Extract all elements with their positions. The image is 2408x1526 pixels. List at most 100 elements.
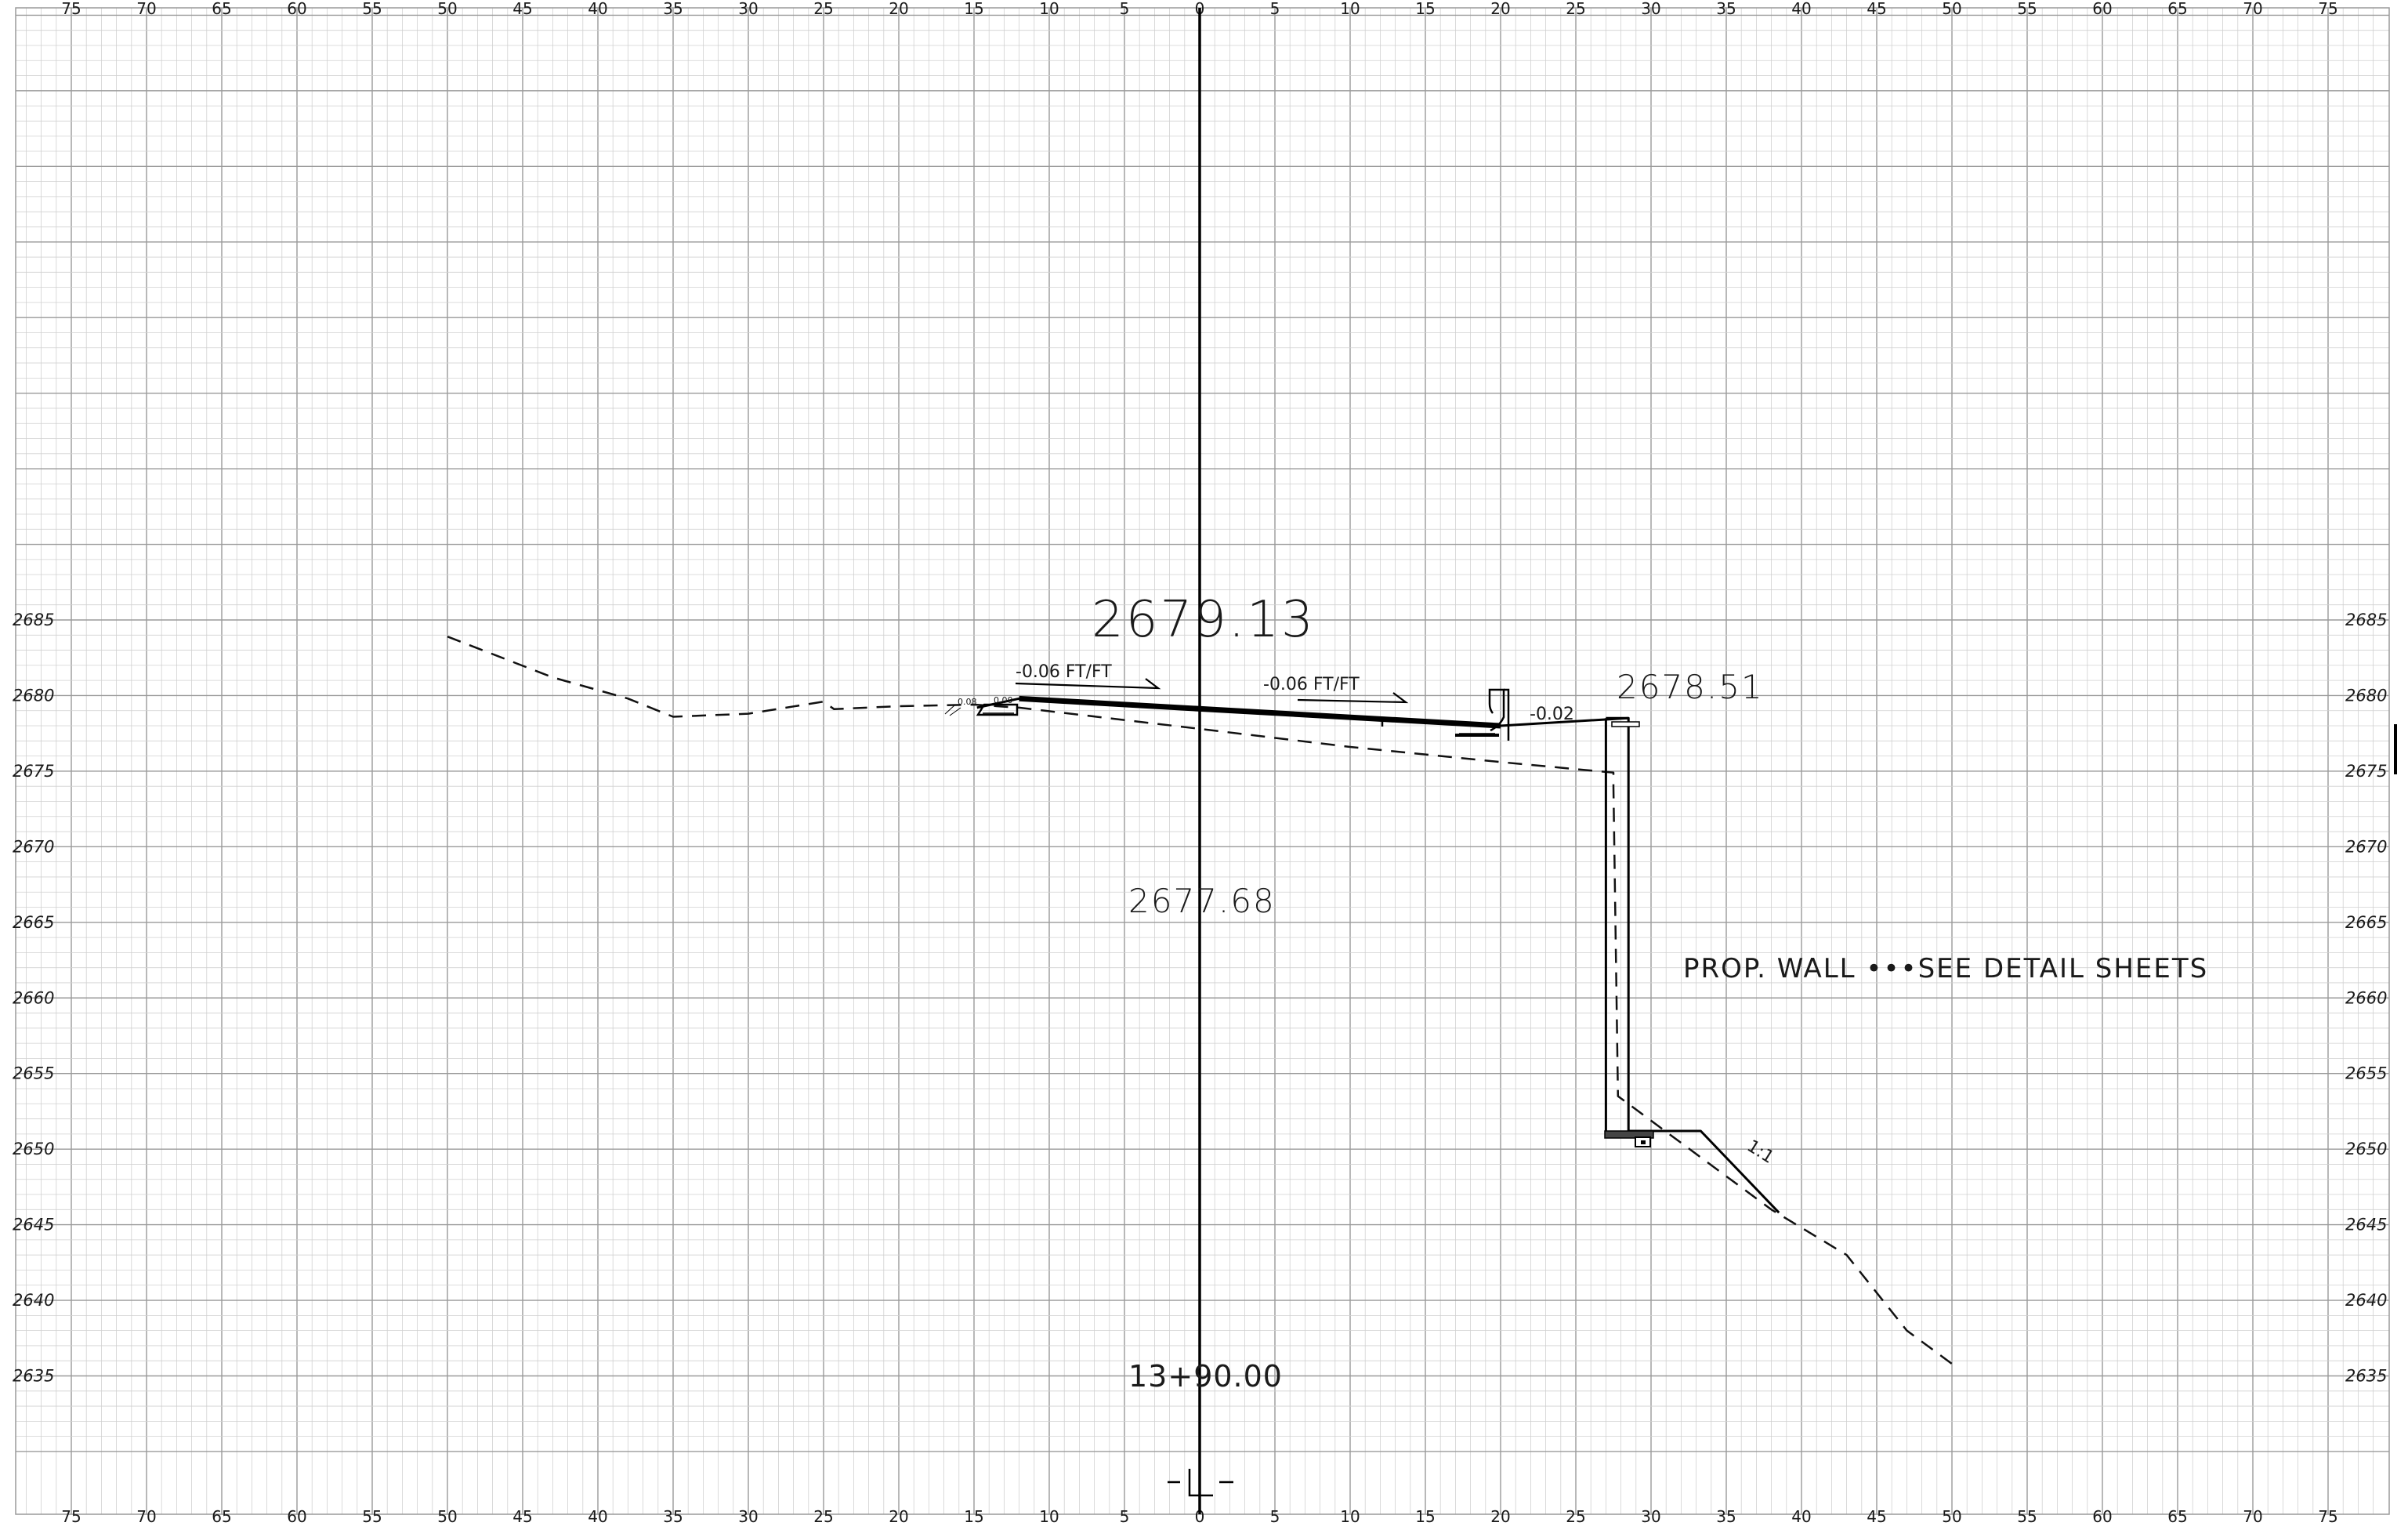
- offset-tick-label-bottom: 50: [437, 1507, 457, 1526]
- offset-tick-label-bottom: 5: [1120, 1507, 1130, 1526]
- grid-frame: [15, 7, 2390, 1515]
- elevation-tick-label-right: 2675: [2345, 762, 2387, 781]
- offset-tick-label-top: 35: [1716, 0, 1736, 18]
- station-label: 13+90.00: [1128, 1359, 1283, 1394]
- offset-tick-label-top: 50: [1942, 0, 1961, 18]
- elevation-tick-label-right: 2680: [2345, 686, 2387, 705]
- slope-left-label: -0.06 FT/FT: [1016, 662, 1112, 682]
- offset-tick-label-bottom: 5: [1270, 1507, 1280, 1526]
- offset-tick-label-top: 25: [1566, 0, 1585, 18]
- offset-tick-label-top: 75: [2318, 0, 2337, 18]
- elevation-tick-label-left: 2645: [13, 1216, 54, 1234]
- profiles: [447, 636, 1953, 1365]
- slope-arrows: [1015, 678, 1409, 704]
- offset-tick-label-top: 35: [663, 0, 683, 18]
- wall-detail: [1604, 721, 1654, 1147]
- offset-tick-label-top: 55: [362, 0, 382, 18]
- right-elevation-label: 2678.51: [1617, 668, 1764, 706]
- offset-tick-label-top: 65: [212, 0, 231, 18]
- offset-tick-label-bottom: 60: [2092, 1507, 2112, 1526]
- offset-tick-label-top: 50: [437, 0, 457, 18]
- elevation-tick-label-left: 2640: [13, 1291, 54, 1310]
- offset-tick-label-top: 10: [1340, 0, 1360, 18]
- slope-shoulder-label: -0.02: [1530, 705, 1574, 724]
- elevation-tick-label-right: 2645: [2345, 1216, 2387, 1234]
- offset-tick-label-bottom: 75: [2318, 1507, 2337, 1526]
- wall-cap: [1611, 721, 1640, 727]
- offset-tick-label-top: 70: [136, 0, 156, 18]
- offset-tick-label-bottom: 40: [588, 1507, 607, 1526]
- pavement-surface: [1019, 695, 1501, 729]
- offset-tick-label-bottom: 35: [663, 1507, 683, 1526]
- offset-tick-label-bottom: 25: [813, 1507, 833, 1526]
- elevation-tick-label-right: 2635: [2345, 1367, 2387, 1386]
- offset-tick-label-bottom: 55: [362, 1507, 382, 1526]
- elevation-tick-label-right: 2670: [2345, 837, 2387, 856]
- existing-elevation-label: 2677.68: [1128, 882, 1276, 920]
- offset-tick-label-bottom: 55: [2017, 1507, 2037, 1526]
- offset-tick-label-top: 30: [1641, 0, 1660, 18]
- offset-tick-label-top: 65: [2167, 0, 2187, 18]
- offset-tick-label-bottom: 65: [212, 1507, 231, 1526]
- elevation-tick-label-left: 2685: [13, 611, 54, 629]
- elevation-tick-label-left: 2670: [13, 837, 54, 856]
- offset-tick-label-top: 70: [2243, 0, 2262, 18]
- offset-tick-label-top: 10: [1039, 0, 1059, 18]
- offset-tick-label-top: 5: [1270, 0, 1280, 18]
- existing-ground-profile: [447, 636, 1953, 1365]
- elevation-tick-label-right: 2685: [2345, 611, 2387, 629]
- top-elevation-label: 2679.13: [1092, 591, 1316, 649]
- offset-tick-label-top: 20: [1490, 0, 1510, 18]
- offset-tick-label-top: 45: [512, 0, 532, 18]
- wall-footing: [1604, 1130, 1654, 1139]
- curb-left: [944, 703, 1019, 716]
- slope-right-label: -0.06 FT/FT: [1263, 675, 1360, 694]
- offset-tick-label-bottom: 65: [2167, 1507, 2187, 1526]
- offset-tick-label-bottom: 15: [964, 1507, 983, 1526]
- tick-labels: 7575707065656060555550504545404035353030…: [13, 0, 2387, 1526]
- offset-tick-label-top: 55: [2017, 0, 2037, 18]
- guardrail-right: [1381, 688, 1510, 741]
- offset-tick-label-top: 45: [1867, 0, 1886, 18]
- offset-tick-label-bottom: 50: [1942, 1507, 1961, 1526]
- offset-tick-label-top: 60: [2092, 0, 2112, 18]
- elevation-tick-label-right: 2660: [2345, 988, 2387, 1007]
- offset-tick-label-bottom: 35: [1716, 1507, 1736, 1526]
- engineering-grid: [15, 7, 2390, 1515]
- offset-tick-label-bottom: 25: [1566, 1507, 1585, 1526]
- offset-tick-label-top: 15: [1415, 0, 1435, 18]
- offset-tick-label-bottom: 10: [1340, 1507, 1360, 1526]
- elevation-tick-label-left: 2635: [13, 1367, 54, 1386]
- offset-tick-label-bottom: 0: [1195, 1507, 1205, 1526]
- offset-tick-label-top: 75: [61, 0, 81, 18]
- offset-tick-label-top: 40: [1791, 0, 1811, 18]
- elevation-tick-label-right: 2650: [2345, 1140, 2387, 1158]
- elevation-tick-label-left: 2675: [13, 762, 54, 781]
- offset-tick-label-bottom: 40: [1791, 1507, 1811, 1526]
- elevation-tick-label-right: 2665: [2345, 913, 2387, 932]
- offset-tick-label-bottom: 20: [889, 1507, 908, 1526]
- wall-note: PROP. WALL •••SEE DETAIL SHEETS: [1683, 953, 2208, 984]
- elevation-tick-label-right: 2640: [2345, 1291, 2387, 1310]
- offset-tick-label-bottom: 30: [738, 1507, 758, 1526]
- elevation-tick-label-left: 2680: [13, 686, 54, 705]
- offset-tick-label-top: 60: [287, 0, 306, 18]
- offset-tick-label-top: 30: [738, 0, 758, 18]
- offset-tick-label-top: 15: [964, 0, 983, 18]
- small-slope-a-label: 0.08: [958, 697, 977, 707]
- elevation-tick-label-left: 2655: [13, 1064, 54, 1083]
- offset-tick-label-bottom: 45: [512, 1507, 532, 1526]
- offset-tick-label-bottom: 70: [2243, 1507, 2262, 1526]
- offset-tick-label-bottom: 60: [287, 1507, 306, 1526]
- offset-tick-label-bottom: 20: [1490, 1507, 1510, 1526]
- wall-drain: [1641, 1140, 1646, 1144]
- elevation-tick-label-left: 2665: [13, 913, 54, 932]
- offset-tick-label-top: 25: [813, 0, 833, 18]
- offset-tick-label-bottom: 30: [1641, 1507, 1660, 1526]
- centerline-symbol: [1168, 1469, 1233, 1497]
- offset-tick-label-bottom: 10: [1039, 1507, 1059, 1526]
- elevation-tick-label-left: 2650: [13, 1140, 54, 1158]
- offset-tick-label-bottom: 75: [61, 1507, 81, 1526]
